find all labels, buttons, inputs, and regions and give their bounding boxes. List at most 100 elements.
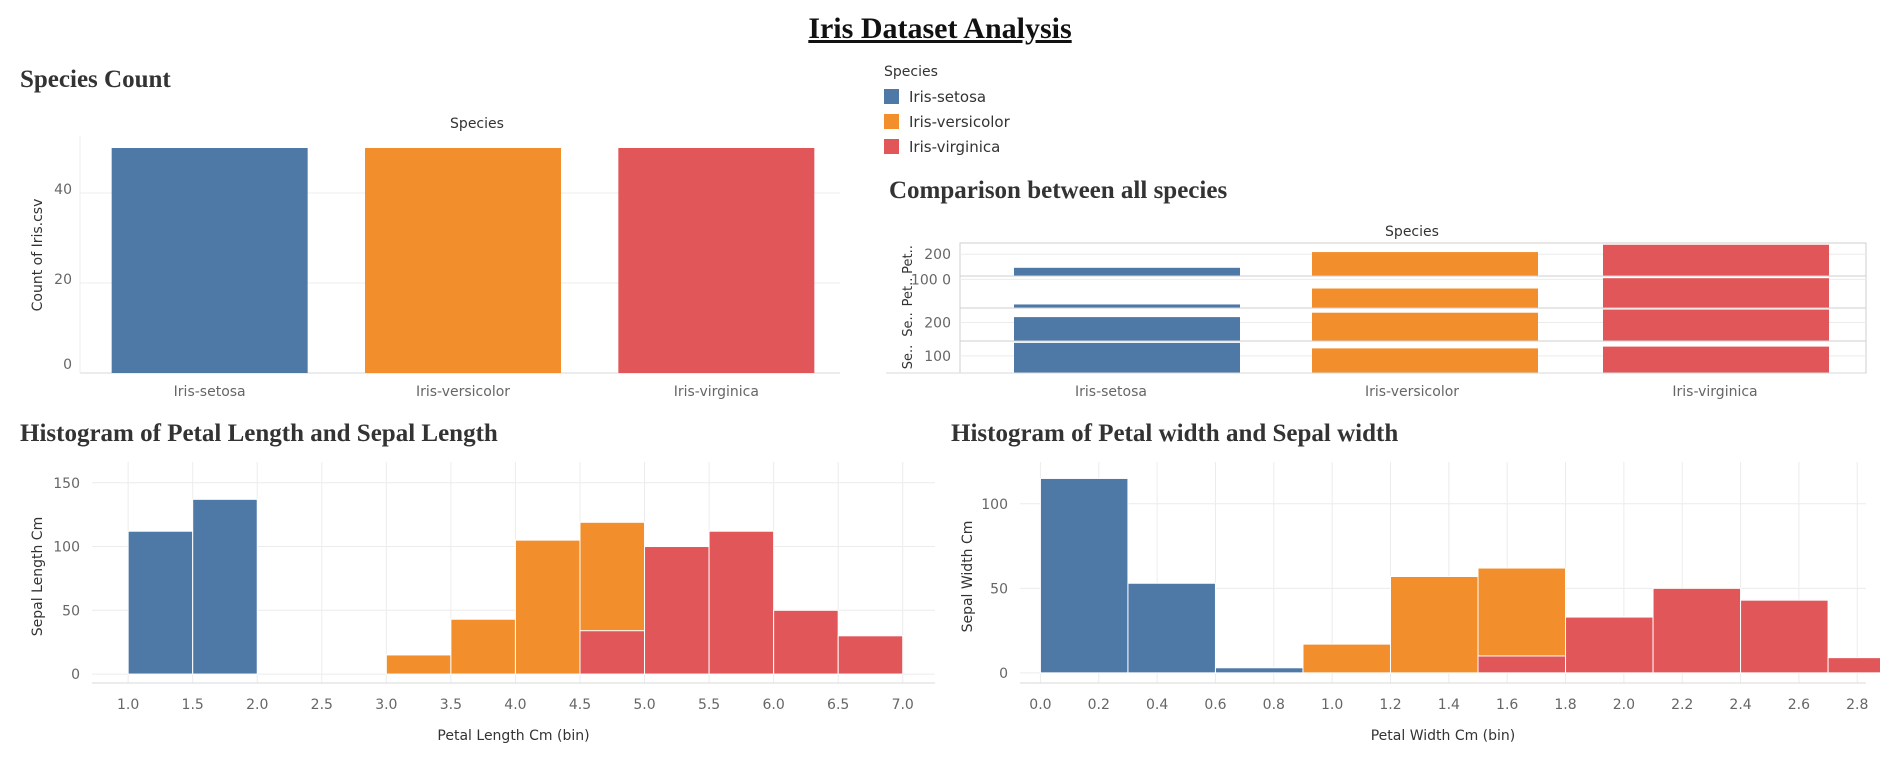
hist-y-tick: 150: [53, 476, 80, 492]
legend-swatch-versicolor: [884, 114, 899, 129]
hist-bar-iris-versicolor: [514, 539, 581, 675]
compare-row-label: Se..: [901, 312, 916, 337]
count-bar-iris-virginica: [618, 148, 815, 373]
hist-x-label: Petal Width Cm (bin): [1371, 728, 1516, 744]
compare-x-tick: Iris-virginica: [1672, 384, 1757, 400]
count-y-tick: 0: [63, 357, 72, 373]
hist-y-label: Sepal Length Cm: [30, 517, 46, 636]
hist-y-tick: 0: [71, 667, 80, 683]
hist-bar-iris-setosa: [1039, 477, 1129, 674]
hist-x-tick: 1.6: [1496, 697, 1518, 713]
hist-bar-iris-virginica: [1477, 655, 1567, 674]
compare-bar-iris-virginica: [1603, 346, 1829, 373]
count-header: Species: [450, 116, 504, 132]
compare-row-label: Pet..: [901, 278, 916, 307]
count-y-label: Count of Iris.csv: [30, 199, 46, 312]
hist-bar-iris-setosa: [127, 530, 194, 675]
hist-x-tick: 5.0: [633, 697, 655, 713]
hist-x-tick: 1.0: [1321, 697, 1343, 713]
hist-x-tick: 4.0: [504, 697, 526, 713]
hist-y-tick: 50: [990, 581, 1008, 597]
hist-y-tick: 0: [999, 666, 1008, 682]
count-x-tick: Iris-setosa: [174, 384, 246, 400]
hist-width-title: Histogram of Petal width and Sepal width: [951, 420, 1399, 447]
compare-bar-iris-versicolor: [1312, 252, 1538, 276]
compare-x-tick: Iris-setosa: [1075, 384, 1147, 400]
comparison-title: Comparison between all species: [889, 177, 1228, 204]
hist-bar-iris-versicolor: [1477, 567, 1567, 674]
hist-x-label: Petal Length Cm (bin): [437, 728, 589, 744]
compare-bar-iris-versicolor: [1312, 312, 1538, 341]
count-x-tick: Iris-versicolor: [416, 384, 510, 400]
compare-y-tick: 200: [924, 315, 951, 331]
count-x-tick: Iris-virginica: [674, 384, 759, 400]
hist-x-tick: 2.2: [1671, 697, 1693, 713]
legend-item-versicolor[interactable]: Iris-versicolor: [884, 109, 1010, 134]
count-y-tick: 20: [54, 272, 72, 288]
hist-bar-iris-virginica: [1827, 657, 1880, 674]
hist-x-tick: 4.5: [569, 697, 591, 713]
compare-header: Species: [1385, 224, 1439, 240]
compare-bar-iris-versicolor: [1312, 348, 1538, 373]
hist-x-tick: 2.0: [246, 697, 268, 713]
hist-x-tick: 1.0: [117, 697, 139, 713]
compare-row-label: Pet..: [901, 245, 916, 274]
legend-label-virginica: Iris-virginica: [909, 137, 1001, 156]
hist-bar-iris-virginica: [1652, 587, 1742, 674]
hist-bar-iris-virginica: [644, 546, 710, 675]
hist-bar-iris-versicolor: [1302, 643, 1391, 674]
hist-x-tick: 2.0: [1613, 697, 1635, 713]
hist-x-tick: 0.4: [1146, 697, 1168, 713]
hist-x-tick: 7.0: [892, 697, 914, 713]
legend-label-setosa: Iris-setosa: [909, 87, 987, 106]
hist-x-tick: 3.0: [375, 697, 397, 713]
hist-x-tick: 2.5: [311, 697, 333, 713]
hist-x-tick: 2.6: [1788, 697, 1810, 713]
legend-item-setosa[interactable]: Iris-setosa: [884, 84, 1010, 109]
hist-bar-iris-virginica: [708, 530, 775, 675]
hist-x-tick: 1.4: [1438, 697, 1460, 713]
hist-y-tick: 50: [62, 603, 80, 619]
hist-x-tick: 1.2: [1379, 697, 1401, 713]
compare-bar-iris-setosa: [1014, 317, 1240, 341]
compare-bar-iris-versicolor: [1312, 288, 1538, 308]
species-count-title: Species Count: [20, 66, 171, 93]
hist-x-tick: 3.5: [440, 697, 462, 713]
hist-x-tick: 0.8: [1263, 697, 1285, 713]
compare-row-label: Se..: [901, 345, 916, 370]
hist-x-tick: 0.6: [1204, 697, 1226, 713]
compare-y-tick: 100: [924, 349, 951, 365]
hist-x-tick: 2.4: [1729, 697, 1751, 713]
legend-swatch-virginica: [884, 139, 899, 154]
legend-swatch-setosa: [884, 89, 899, 104]
compare-bar-iris-virginica: [1603, 244, 1829, 276]
compare-bar-iris-setosa: [1014, 304, 1240, 308]
hist-x-tick: 0.0: [1029, 697, 1051, 713]
hist-bar-iris-virginica: [1565, 616, 1654, 674]
hist-x-tick: 6.5: [827, 697, 849, 713]
hist-x-tick: 1.5: [182, 697, 204, 713]
hist-y-tick: 100: [981, 497, 1008, 513]
hist-y-label: Sepal Width Cm: [960, 521, 976, 633]
compare-bar-iris-virginica: [1603, 278, 1829, 308]
hist-x-tick: 6.0: [762, 697, 784, 713]
hist-length-title: Histogram of Petal Length and Sepal Leng…: [20, 420, 498, 447]
hist-bar-iris-virginica: [773, 609, 839, 675]
hist-bar-iris-setosa: [1214, 667, 1304, 674]
hist-y-tick: 100: [53, 540, 80, 556]
hist-bar-iris-virginica: [1740, 599, 1829, 674]
hist-x-tick: 1.8: [1554, 697, 1576, 713]
legend-item-virginica[interactable]: Iris-virginica: [884, 134, 1010, 159]
compare-bar-iris-virginica: [1603, 309, 1829, 341]
legend-title: Species: [884, 64, 938, 80]
legend-label-versicolor: Iris-versicolor: [909, 112, 1010, 131]
hist-x-tick: 0.2: [1088, 697, 1110, 713]
species-legend: Species Iris-setosa Iris-versicolor Iris…: [884, 64, 1010, 159]
hist-bar-iris-versicolor: [450, 618, 516, 675]
hist-bar-iris-virginica: [579, 630, 646, 675]
count-bar-iris-versicolor: [365, 148, 561, 373]
hist-bar-iris-versicolor: [1389, 576, 1479, 674]
hist-bar-iris-virginica: [837, 635, 904, 675]
